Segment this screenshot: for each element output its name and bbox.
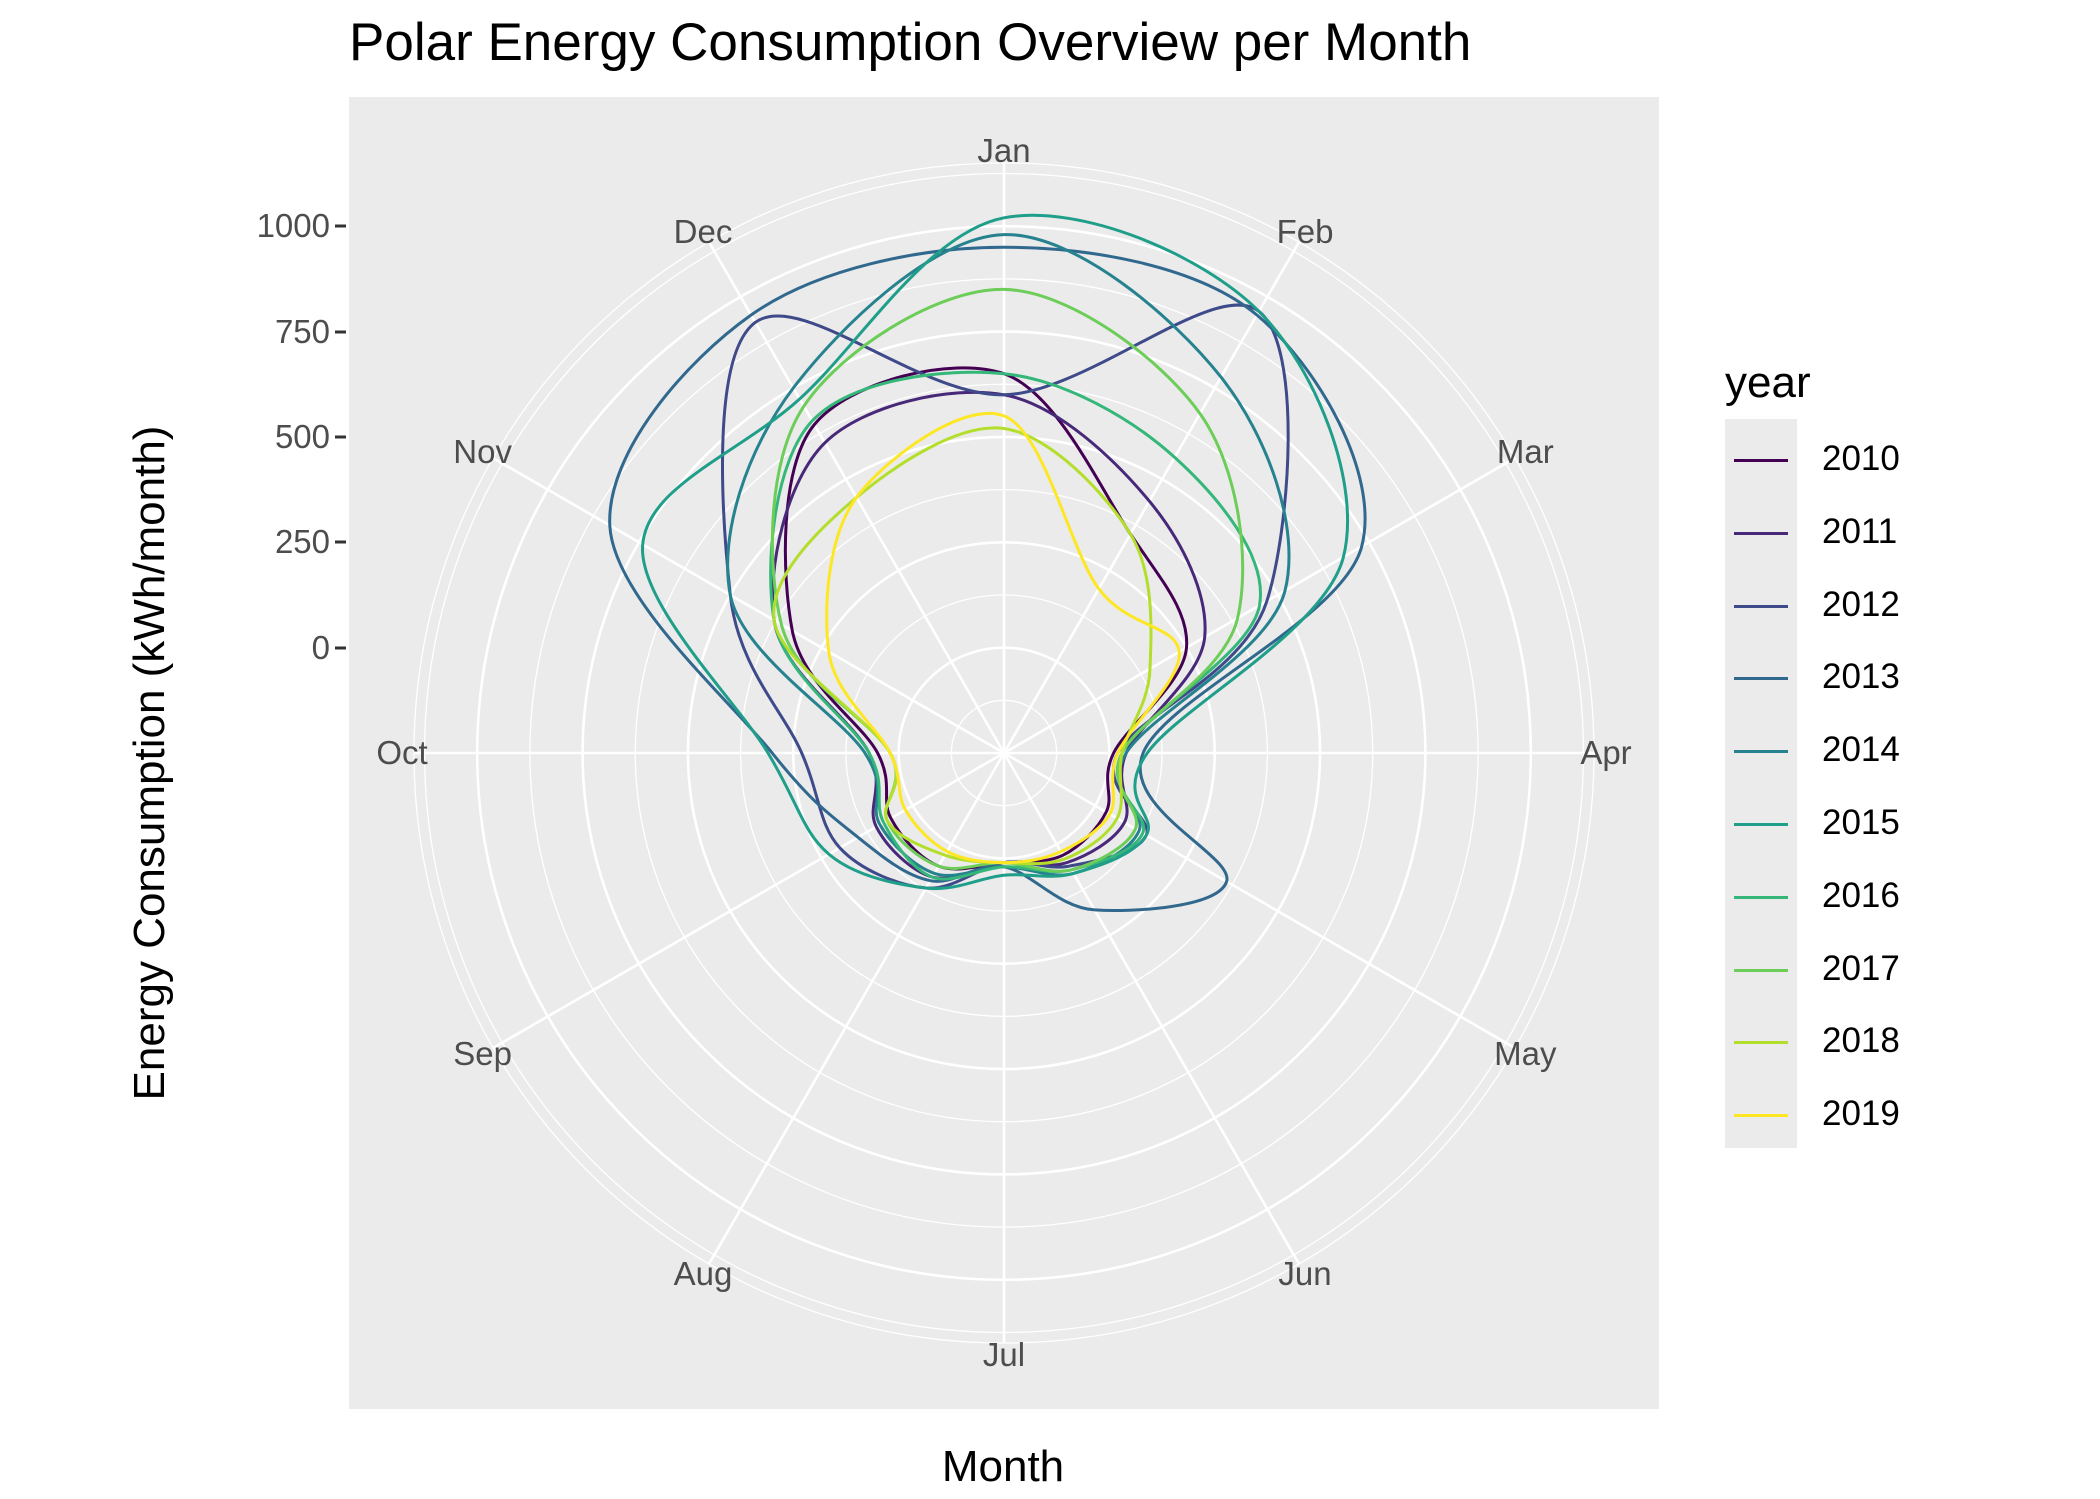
legend-item: 2015	[1725, 789, 2025, 861]
y-tick-label: 250	[274, 523, 330, 561]
legend-swatch	[1734, 459, 1788, 462]
legend-label: 2016	[1822, 875, 1900, 915]
month-label: Mar	[1496, 433, 1554, 470]
legend-swatch	[1734, 1114, 1788, 1118]
legend-label: 2013	[1822, 657, 1900, 697]
legend-title: year	[1725, 358, 1811, 407]
legend-swatch	[1734, 604, 1788, 608]
legend-item: 2019	[1725, 1080, 2025, 1152]
y-tick-mark	[335, 646, 346, 650]
month-label: Sep	[453, 1035, 512, 1072]
grid-spoke	[1003, 751, 1516, 1050]
month-label: Dec	[673, 212, 733, 250]
grid-spoke	[492, 751, 1005, 1050]
y-axis-label: Energy Consumption (kWh/month)	[125, 425, 174, 1101]
legend-item: 2017	[1725, 935, 2025, 1007]
legend-swatch	[1734, 895, 1788, 899]
legend-swatch	[1734, 823, 1788, 826]
y-tick-label: 750	[274, 312, 330, 350]
y-tick-mark	[335, 330, 346, 334]
y-tick-label: 0	[311, 628, 330, 666]
legend-item: 2012	[1725, 571, 2025, 643]
y-tick-label: 500	[274, 417, 330, 455]
y-tick-mark	[335, 224, 346, 228]
grid-spoke	[1002, 241, 1301, 754]
x-axis-label: Month	[941, 1442, 1065, 1491]
grid-spoke	[1002, 752, 1301, 1265]
month-label: Jul	[982, 1336, 1026, 1373]
legend-swatch	[1734, 968, 1788, 972]
legend-key-background	[1725, 419, 1797, 1148]
chart-title: Polar Energy Consumption Overview per Mo…	[349, 13, 1472, 72]
legend-swatch	[1734, 750, 1788, 754]
series-lines	[608, 213, 1367, 912]
legend-item: 2011	[1725, 498, 2025, 570]
legend-swatch	[1734, 531, 1788, 535]
month-label: May	[1494, 1035, 1557, 1072]
grid-spoke	[492, 456, 1005, 755]
month-label: Nov	[453, 433, 512, 470]
legend-item: 2013	[1725, 643, 2025, 715]
series-line-2015	[641, 213, 1349, 891]
month-label: Aug	[673, 1255, 733, 1293]
legend-item: 2010	[1725, 425, 2025, 497]
month-label: Jun	[1278, 1255, 1332, 1293]
series-line-2016	[769, 370, 1262, 881]
legend-label: 2012	[1822, 584, 1900, 624]
legend-item: 2014	[1725, 716, 2025, 788]
grid-spoke	[707, 752, 1006, 1265]
legend-item: 2018	[1725, 1007, 2025, 1079]
legend-label: 2017	[1822, 948, 1900, 988]
legend-label: 2014	[1822, 730, 1900, 770]
month-label: Jan	[977, 132, 1031, 169]
y-tick-mark	[335, 435, 346, 439]
legend-item: 2016	[1725, 862, 2025, 934]
series-line-2019	[825, 412, 1181, 865]
legend-label: 2011	[1822, 511, 1898, 551]
y-tick-label: 1000	[256, 207, 330, 245]
legend-swatch	[1734, 677, 1788, 681]
month-label: Feb	[1276, 212, 1334, 250]
month-label: Apr	[1580, 734, 1632, 771]
legend-swatch	[1734, 1041, 1788, 1045]
legend-label: 2018	[1822, 1021, 1900, 1061]
month-label: Oct	[376, 734, 428, 771]
legend-label: 2015	[1822, 803, 1900, 842]
legend-label: 2019	[1822, 1094, 1900, 1134]
legend-label: 2010	[1822, 439, 1900, 478]
y-tick-mark	[335, 540, 346, 544]
